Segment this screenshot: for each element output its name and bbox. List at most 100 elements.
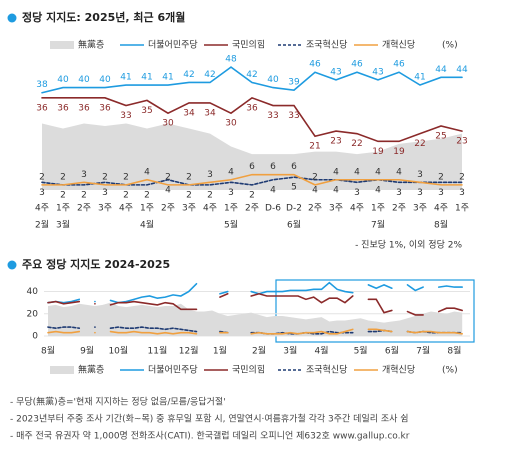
highlight-box	[275, 279, 475, 343]
x-tick-label: 12월	[179, 345, 199, 357]
data-label: 4	[333, 185, 339, 195]
line	[109, 330, 198, 335]
data-label: 42	[183, 70, 194, 80]
line	[406, 330, 463, 335]
x-tick-label: 1주	[140, 203, 154, 214]
data-label: 3	[459, 188, 465, 198]
data-label: 42	[246, 70, 257, 80]
data-label: 22	[414, 139, 425, 149]
data-label: 2	[312, 172, 318, 182]
data-label: 34	[183, 108, 195, 118]
line	[47, 326, 81, 330]
data-label: 2	[207, 190, 213, 200]
data-label: 46	[351, 60, 363, 70]
x-tick-label: 1주	[455, 203, 469, 214]
line	[109, 326, 198, 333]
legend-label: 조국혁신당	[306, 40, 347, 51]
data-label: 3	[354, 188, 360, 198]
line	[406, 310, 424, 316]
line	[437, 307, 463, 313]
x-tick-label: 3주	[413, 203, 427, 214]
x-tick-label: 4주	[350, 203, 364, 214]
legend-label: 개혁신당	[382, 365, 415, 376]
x-tick-label: 4월	[315, 345, 329, 357]
line	[250, 281, 354, 295]
data-label: 33	[120, 111, 131, 121]
month-label: 2월	[35, 219, 49, 231]
data-label: 5	[291, 183, 297, 193]
title-dot	[7, 260, 17, 270]
data-label: 2	[186, 190, 192, 200]
data-label: 46	[309, 60, 321, 70]
line	[41, 96, 463, 143]
chart-title: 정당 지지도: 2025년, 최근 6개월	[22, 10, 185, 24]
month-label: 5월	[224, 219, 238, 231]
y-tick-label: 0	[32, 332, 38, 342]
legend-unit: (%)	[442, 366, 458, 376]
x-tick-label: 10월	[108, 345, 128, 357]
x-tick-label: 3주	[329, 203, 343, 214]
data-label: 41	[141, 73, 152, 83]
data-label: 2	[144, 190, 150, 200]
month-label: 3월	[56, 219, 70, 231]
x-tick-label: 4주	[119, 203, 133, 214]
data-label: 23	[330, 137, 341, 147]
data-label: 4	[354, 167, 360, 177]
line	[250, 328, 354, 335]
data-label: 23	[456, 137, 467, 147]
data-label: 4	[165, 185, 171, 195]
data-label: 6	[291, 162, 297, 172]
x-tick-label: 2주	[245, 203, 259, 214]
x-tick-label: D-2	[286, 204, 302, 214]
line	[367, 328, 393, 333]
x-tick-label: 7월	[416, 345, 430, 357]
data-label: 3	[228, 188, 234, 198]
month-label: 4월	[140, 219, 154, 231]
x-tick-label: 8월	[41, 345, 55, 357]
data-label: 4	[228, 167, 234, 177]
x-tick-label: 1주	[371, 203, 385, 214]
data-label: 33	[288, 111, 299, 121]
data-label: 4	[270, 185, 276, 195]
data-label: 3	[396, 188, 402, 198]
data-label: 36	[78, 103, 90, 113]
legend-label: 無黨층	[78, 39, 104, 51]
data-label: 44	[456, 65, 468, 75]
note: - 진보당 1%, 이외 정당 2%	[355, 239, 462, 251]
data-label: 4	[144, 167, 150, 177]
data-label: 36	[246, 103, 258, 113]
data-label: 22	[351, 139, 362, 149]
line	[41, 66, 463, 94]
data-label: 42	[204, 70, 215, 80]
data-label: 48	[225, 55, 237, 65]
legend-label: 더불어민주당	[148, 40, 198, 51]
x-tick-label: 1주	[56, 203, 70, 214]
data-label: 34	[204, 108, 216, 118]
month-label: 8월	[434, 219, 448, 231]
data-label: 41	[162, 73, 173, 83]
month-label: 6월	[287, 219, 301, 231]
x-tick-label: 3월	[283, 345, 297, 357]
x-tick-label: 8월	[447, 345, 461, 357]
chart-title: 주요 정당 지지도 2024-2025	[22, 257, 170, 271]
data-label: 19	[393, 147, 405, 157]
data-label: 2	[165, 172, 171, 182]
x-tick-label: 2주	[308, 203, 322, 214]
x-tick-label: 2월	[252, 345, 266, 357]
month-label: 7월	[371, 219, 385, 231]
x-tick-label: 2주	[77, 203, 91, 214]
line	[250, 292, 354, 304]
line	[406, 284, 424, 292]
data-label: 3	[39, 188, 45, 198]
data-label: 2	[60, 190, 66, 200]
line	[367, 284, 393, 290]
legend-swatch	[50, 41, 74, 49]
line	[219, 292, 229, 298]
x-tick-label: 4주	[35, 203, 49, 214]
data-label: 25	[435, 132, 446, 142]
data-label: 4	[375, 185, 381, 195]
x-tick-label: 5월	[354, 345, 368, 357]
y-tick-label: 40	[27, 287, 39, 297]
data-label: 2	[81, 190, 87, 200]
